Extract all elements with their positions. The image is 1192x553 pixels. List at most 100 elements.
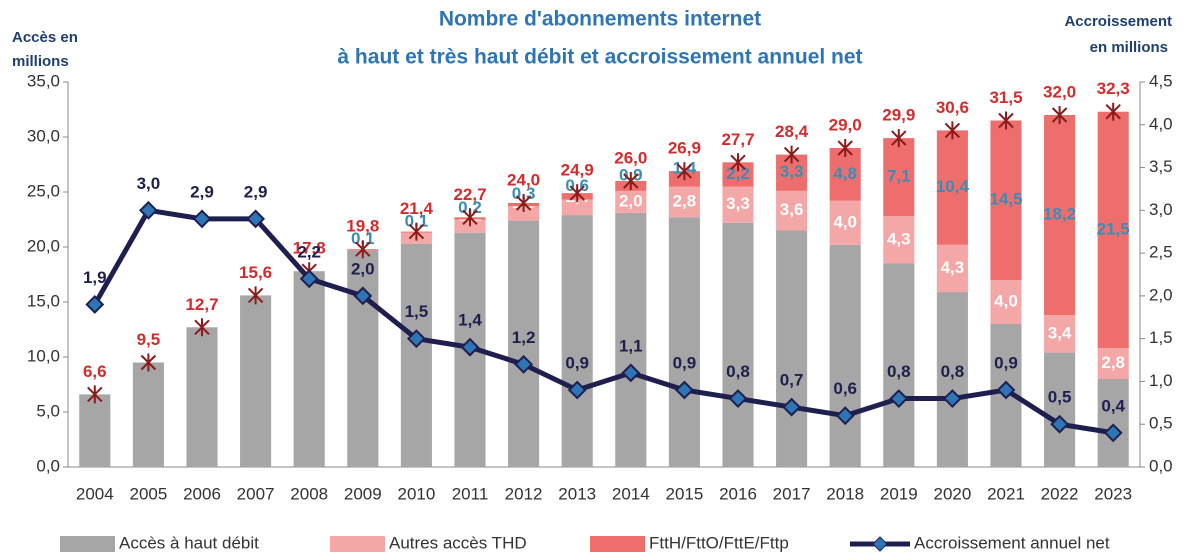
x-tick-label: 2014 bbox=[612, 484, 650, 503]
bar-segment bbox=[240, 295, 272, 467]
total-label: 31,5 bbox=[989, 88, 1022, 107]
line-marker bbox=[85, 295, 105, 314]
y-tick-label: 10,0 bbox=[27, 346, 60, 365]
line-marker bbox=[782, 397, 802, 417]
bar-segment bbox=[776, 230, 808, 467]
bar-segment bbox=[79, 394, 111, 467]
line-label: 0,4 bbox=[1101, 396, 1125, 415]
line-label: 0,5 bbox=[1048, 388, 1072, 407]
x-tick-label: 2007 bbox=[237, 484, 275, 503]
total-label: 26,0 bbox=[614, 148, 647, 167]
total-marker bbox=[676, 162, 693, 181]
total-label: 24,0 bbox=[507, 170, 540, 189]
y-axis-title: Accès en bbox=[12, 29, 78, 46]
line-marker bbox=[567, 380, 587, 400]
bar-segment bbox=[776, 190, 808, 231]
bar-segment bbox=[883, 216, 915, 264]
bar-segment bbox=[615, 212, 647, 467]
line-marker bbox=[621, 363, 641, 383]
y2-tick-label: 3,0 bbox=[1149, 200, 1173, 219]
x-tick-label: 2008 bbox=[290, 484, 328, 503]
y2-tick-label: 0,5 bbox=[1149, 414, 1173, 433]
bar-segment bbox=[615, 190, 647, 213]
y2-axis-title: Accroissement bbox=[1064, 13, 1172, 30]
bar-segment bbox=[561, 215, 593, 467]
x-tick-label: 2006 bbox=[183, 484, 221, 503]
x-tick-label: 2012 bbox=[505, 484, 543, 503]
bar-segment bbox=[1097, 348, 1129, 379]
segment-label: 3,3 bbox=[780, 162, 804, 181]
bar-segment bbox=[1044, 115, 1076, 316]
line-label: 1,4 bbox=[458, 311, 482, 330]
x-tick-label: 2017 bbox=[773, 484, 811, 503]
bar-segment bbox=[668, 217, 700, 467]
segment-label: 2,8 bbox=[1101, 353, 1125, 372]
bar-segment bbox=[668, 186, 700, 218]
line-label: 0,7 bbox=[780, 371, 804, 390]
line-marker bbox=[728, 389, 748, 408]
y-tick-label: 25,0 bbox=[27, 181, 60, 200]
line-marker bbox=[138, 200, 158, 220]
bar-segment bbox=[561, 199, 593, 216]
total-marker bbox=[783, 145, 800, 164]
y-tick-label: 30,0 bbox=[27, 126, 60, 145]
segment-label: 14,5 bbox=[989, 190, 1022, 209]
segment-label: 4,8 bbox=[833, 164, 857, 183]
segment-label: 3,6 bbox=[780, 200, 804, 219]
line-marker bbox=[299, 269, 319, 289]
line-label: 0,9 bbox=[994, 353, 1018, 372]
segment-label: 21,5 bbox=[1097, 219, 1130, 238]
y2-tick-label: 1,0 bbox=[1149, 371, 1173, 390]
total-label: 19,8 bbox=[346, 217, 379, 236]
y2-tick-label: 4,0 bbox=[1149, 114, 1173, 133]
line-label: 1,5 bbox=[405, 302, 429, 321]
total-label: 28,4 bbox=[775, 122, 809, 141]
x-tick-label: 2023 bbox=[1094, 484, 1132, 503]
total-label: 29,9 bbox=[882, 106, 915, 125]
x-tick-label: 2011 bbox=[452, 484, 489, 503]
total-marker bbox=[998, 111, 1014, 130]
line-label: 2,9 bbox=[244, 182, 268, 201]
y-tick-label: 0,0 bbox=[36, 456, 60, 475]
y2-tick-label: 1,5 bbox=[1149, 328, 1173, 347]
total-marker bbox=[891, 129, 907, 148]
y-tick-label: 15,0 bbox=[27, 291, 60, 310]
total-marker bbox=[623, 172, 639, 190]
legend-swatch bbox=[330, 536, 385, 552]
bar-segment bbox=[936, 244, 968, 293]
segment-label: 4,3 bbox=[887, 229, 911, 248]
line-label: 2,9 bbox=[190, 182, 214, 201]
segment-label: 3,4 bbox=[1048, 323, 1072, 342]
line-marker bbox=[996, 380, 1016, 400]
chart-title: Nombre d'abonnements internet bbox=[439, 8, 761, 31]
y2-tick-label: 0,0 bbox=[1149, 456, 1173, 475]
total-marker bbox=[462, 208, 478, 227]
x-tick-label: 2022 bbox=[1041, 484, 1079, 503]
y2-tick-label: 2,5 bbox=[1149, 243, 1173, 262]
total-label: 17,8 bbox=[293, 239, 326, 258]
line-label: 1,1 bbox=[619, 336, 643, 355]
total-label: 29,0 bbox=[829, 115, 862, 134]
bar-segment bbox=[936, 130, 968, 245]
x-tick-label: 2016 bbox=[719, 484, 757, 503]
bar-segment bbox=[829, 200, 861, 245]
line-marker bbox=[1050, 414, 1070, 434]
legend-label: Accès à haut débit bbox=[119, 533, 259, 552]
bar-segment bbox=[829, 244, 861, 467]
total-label: 32,3 bbox=[1097, 79, 1130, 98]
x-tick-label: 2005 bbox=[129, 484, 167, 503]
y2-tick-label: 2,0 bbox=[1149, 285, 1173, 304]
total-marker bbox=[408, 222, 425, 241]
bar-segment bbox=[1044, 352, 1076, 467]
bar-segment bbox=[883, 138, 915, 217]
bar-segment bbox=[508, 206, 540, 221]
total-label: 9,5 bbox=[137, 330, 161, 349]
segment-label: 7,1 bbox=[887, 167, 911, 186]
bar-segment bbox=[293, 271, 325, 467]
y2-tick-label: 4,5 bbox=[1149, 71, 1173, 90]
total-marker bbox=[515, 194, 532, 212]
bar-segment bbox=[400, 243, 432, 467]
segment-label: 4,0 bbox=[833, 212, 857, 231]
line-marker bbox=[835, 406, 855, 426]
bar-segment bbox=[186, 327, 218, 467]
